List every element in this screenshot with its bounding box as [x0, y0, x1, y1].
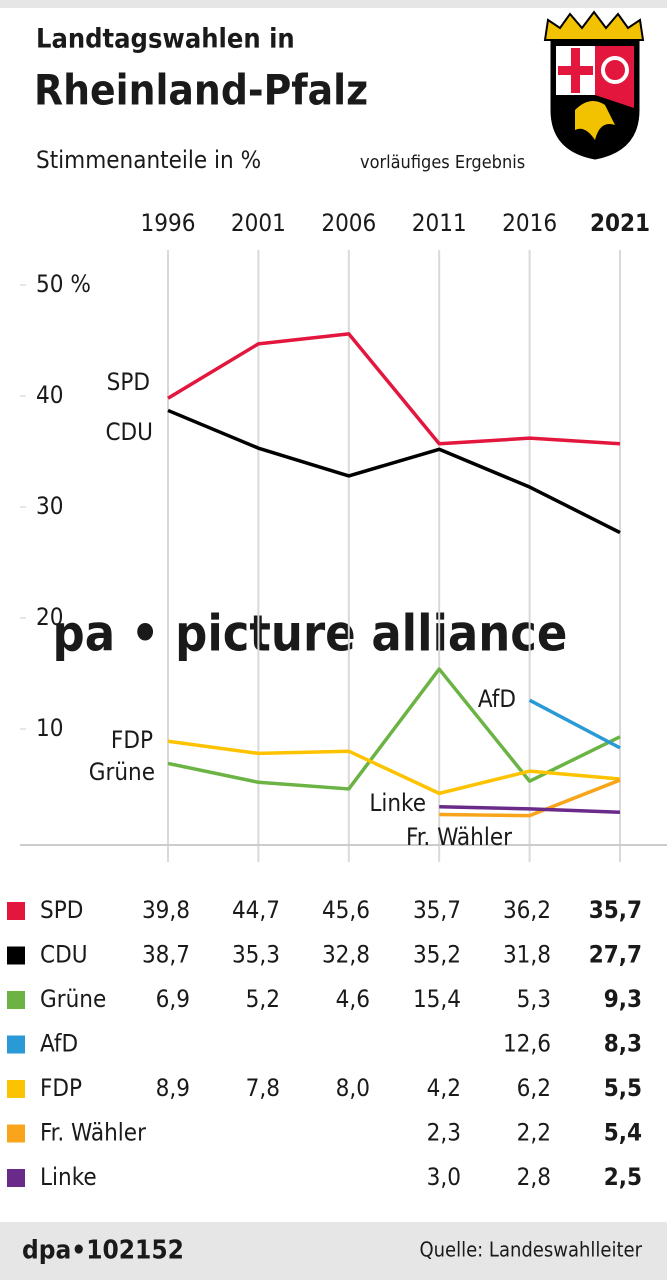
top-bar	[0, 0, 667, 8]
value-label: 39,8	[142, 896, 190, 924]
value-label: 7,8	[246, 1074, 280, 1102]
row-label: Fr. Wähler	[40, 1119, 146, 1147]
value-label: 5,2	[246, 985, 280, 1013]
series-line	[167, 332, 621, 446]
legend-swatch	[7, 1080, 25, 1098]
value-label: 9,3	[604, 985, 642, 1013]
value-label: 4,2	[427, 1074, 461, 1102]
value-label: 44,7	[232, 896, 280, 924]
source: Quelle: Landeswahlleiter	[419, 1238, 642, 1262]
y-tick-label: 50 %	[36, 270, 91, 298]
title: Landtagswahlen in	[36, 24, 295, 55]
axis-label: Stimmenanteile in %	[36, 146, 261, 174]
legend-swatch	[7, 1124, 25, 1143]
y-tick-label: 30	[36, 492, 63, 520]
value-label: 2,8	[517, 1163, 551, 1191]
value-label: 6,9	[156, 985, 190, 1013]
line-label: Linke	[369, 789, 426, 817]
credit: dpa•102152	[22, 1236, 184, 1266]
value-label: 4,6	[336, 985, 370, 1013]
value-label: 36,2	[503, 896, 551, 924]
line-label: SPD	[107, 368, 150, 396]
value-label: 2,5	[604, 1163, 642, 1191]
row-label: SPD	[40, 896, 83, 924]
value-label: 6,2	[517, 1074, 551, 1102]
value-label: 32,8	[322, 941, 370, 969]
legend-swatch	[7, 946, 25, 965]
legend-swatch	[7, 1035, 25, 1054]
x-tick-label: 1996	[141, 209, 196, 237]
value-label: 12,6	[503, 1030, 551, 1058]
line-label: Grüne	[89, 758, 155, 786]
row-label: CDU	[40, 941, 88, 969]
value-label: 35,3	[232, 941, 280, 969]
line-label: Fr. Wähler	[406, 823, 512, 851]
value-label: 8,9	[156, 1074, 190, 1102]
legend-swatch	[7, 1169, 25, 1187]
value-label: 35,7	[589, 896, 642, 924]
line-label: CDU	[105, 418, 153, 446]
x-tick-label: 2016	[502, 209, 557, 237]
value-label: 35,2	[413, 941, 461, 969]
x-tick-label: 2001	[231, 209, 286, 237]
value-label: 38,7	[142, 941, 190, 969]
line-label: FDP	[111, 726, 153, 754]
legend-swatch	[7, 902, 25, 920]
value-label: 2,2	[517, 1119, 551, 1147]
value-label: 8,0	[336, 1074, 370, 1102]
watermark: pa • picture alliance	[53, 605, 568, 663]
legend-swatch	[7, 991, 25, 1009]
value-label: 8,3	[604, 1030, 642, 1058]
series-line	[439, 804, 621, 814]
value-label: 3,0	[427, 1163, 461, 1191]
subtitle: Rheinland-Pfalz	[34, 66, 368, 115]
x-tick-label: 2011	[412, 209, 467, 237]
note: vorläufiges Ergebnis	[360, 152, 525, 173]
value-label: 15,4	[413, 985, 461, 1013]
row-label: AfD	[40, 1030, 78, 1058]
row-label: Linke	[40, 1163, 97, 1191]
series-line	[439, 778, 621, 818]
x-tick-label: 2021	[590, 209, 650, 237]
value-label: 5,4	[604, 1119, 642, 1147]
line-label: AfD	[478, 685, 516, 713]
footer-bar	[0, 1222, 667, 1280]
x-tick-label: 2006	[321, 209, 376, 237]
y-tick-label: 20	[36, 603, 63, 631]
series-line	[167, 739, 621, 796]
value-label: 2,3	[427, 1119, 461, 1147]
value-label: 45,6	[322, 896, 370, 924]
row-label: FDP	[40, 1074, 82, 1102]
coat-of-arms	[543, 10, 645, 160]
value-label: 5,5	[604, 1074, 642, 1102]
value-label: 27,7	[589, 941, 642, 969]
series-line	[528, 698, 621, 750]
series-line	[167, 408, 621, 535]
y-tick-label: 10	[36, 714, 63, 742]
value-label: 31,8	[503, 941, 551, 969]
row-label: Grüne	[40, 985, 106, 1013]
value-label: 5,3	[517, 985, 551, 1013]
y-tick-label: 40	[36, 381, 63, 409]
value-label: 35,7	[413, 896, 461, 924]
